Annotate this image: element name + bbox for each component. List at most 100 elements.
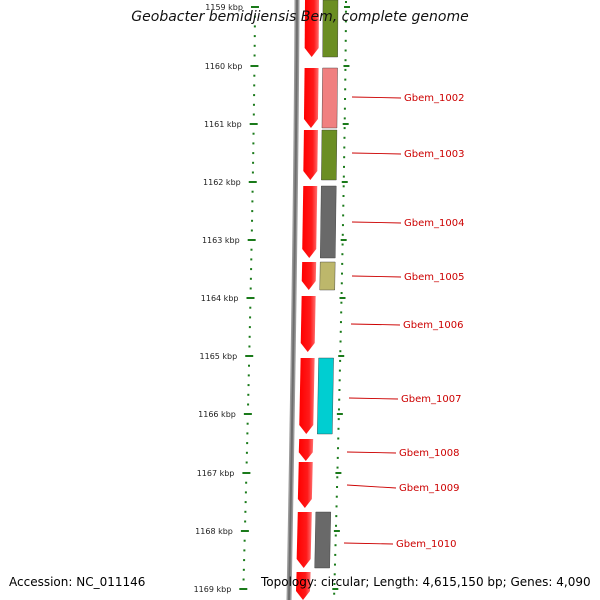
gene-arrow	[298, 439, 314, 461]
outer-ruler-dot	[343, 136, 346, 139]
ruler-minor-tick	[250, 229, 253, 232]
outer-ruler-dot	[343, 146, 346, 149]
outer-ruler-dot	[341, 233, 344, 236]
ruler-minor-tick	[245, 451, 248, 454]
outer-ruler-dot	[335, 524, 338, 527]
ruler-minor-tick	[248, 364, 251, 367]
gene-arrow	[303, 68, 319, 128]
ruler-minor-tick	[253, 25, 256, 28]
outer-ruler-dot	[337, 447, 340, 450]
gene-arrow	[301, 262, 317, 290]
outer-ruler-dot	[337, 437, 340, 440]
gene-label: Gbem_1010	[396, 539, 456, 550]
outer-ruler-dot	[338, 369, 341, 372]
outer-ruler-dot	[339, 321, 342, 324]
outer-ruler-dot	[342, 185, 345, 188]
outer-ruler-dot	[343, 156, 346, 159]
ruler-minor-tick	[245, 481, 248, 484]
ruler-minor-tick	[252, 142, 255, 145]
leader-line	[350, 323, 401, 326]
outer-ruler-dot	[340, 301, 343, 304]
outer-ruler-dot	[344, 88, 347, 91]
ruler-minor-tick	[251, 171, 254, 174]
outer-ruler-dot	[343, 117, 346, 120]
ruler-minor-tick	[242, 568, 245, 571]
outer-ruler-dot	[336, 486, 339, 488]
ruler-minor-tick	[246, 432, 249, 435]
gene-arrow	[296, 572, 311, 600]
outer-ruler-dot	[335, 515, 338, 518]
gene-arrow	[299, 358, 315, 434]
gene-arrow	[302, 186, 318, 258]
outer-ruler-dot	[333, 583, 336, 585]
ruler-label: 1163 kbp	[202, 236, 240, 245]
gene-labels: Gbem_1002 Gbem_1003 Gbem_1004 Gbem_1005 Gbem…	[343, 93, 464, 550]
ruler-minor-tick	[244, 501, 247, 504]
feature-block	[319, 261, 336, 291]
outer-ruler-dot	[342, 204, 345, 207]
outer-ruler-dot	[334, 553, 337, 556]
topology-text: Topology: circular; Length: 4,615,150 bp…	[261, 575, 591, 589]
ruler-minor-tick	[249, 306, 252, 309]
ruler-minor-tick	[246, 442, 249, 445]
leader-line	[343, 542, 394, 545]
feature-block	[321, 129, 338, 181]
outer-ruler-dot	[343, 127, 346, 130]
ruler-label: 1161 kbp	[204, 120, 242, 129]
outer-ruler-dot	[341, 262, 344, 265]
outer-ruler-dot	[344, 98, 347, 100]
outer-ruler-dot	[336, 466, 339, 469]
ruler-minor-tick	[250, 258, 253, 261]
ruler-minor-tick	[243, 539, 246, 542]
outer-ruler-dot	[333, 592, 336, 595]
ruler-minor-tick	[253, 44, 256, 47]
outer-ruler-dot	[342, 175, 345, 178]
outer-ruler-dot	[341, 224, 344, 227]
feature-track	[314, 0, 339, 569]
outer-ruler-dot	[338, 398, 341, 401]
outer-ruler-dot	[336, 476, 339, 479]
outer-ruler-dot	[344, 59, 347, 62]
ruler-minor-tick	[253, 35, 256, 38]
outer-ruler-dot	[340, 311, 343, 314]
ruler-minor-tick	[244, 520, 247, 523]
outer-ruler-dot	[335, 505, 338, 508]
feature-block	[322, 0, 339, 58]
outer-ruler-dot	[344, 49, 347, 52]
outer-ruler-dot	[333, 563, 336, 566]
ruler-minor-tick	[248, 345, 251, 348]
gene-arrow	[297, 462, 313, 508]
ruler: 1159 kbp 1160 kbp 1161 kbp 1162 kbp 1163 kbp…	[194, 1, 350, 595]
outer-ruler-dot	[344, 78, 347, 81]
backbone-line-core	[288, 0, 298, 600]
gene-label: Gbem_1009	[399, 483, 459, 494]
ruler-minor-tick	[247, 384, 250, 387]
ruler-minor-tick	[249, 287, 252, 290]
ruler-minor-tick	[252, 103, 255, 106]
outer-ruler-dot	[339, 350, 342, 353]
ruler-minor-tick	[251, 210, 254, 213]
outer-ruler-dot	[334, 544, 337, 547]
gene-arrow	[303, 130, 318, 180]
ruler-minor-tick	[244, 491, 247, 494]
ruler-minor-tick	[251, 190, 254, 193]
ruler-minor-tick	[253, 84, 256, 87]
feature-block	[321, 67, 338, 129]
genome-title: Geobacter bemidjiensis Bem, complete gen…	[131, 9, 469, 25]
outer-ruler-dot	[344, 20, 347, 23]
leader-line	[346, 484, 397, 489]
ruler-minor-tick	[248, 326, 251, 329]
ruler-label: 1169 kbp	[194, 585, 232, 594]
backbone	[286, 0, 300, 600]
outer-ruler-dot	[334, 534, 337, 537]
ruler-minor-tick	[253, 54, 256, 57]
ruler-minor-tick	[244, 510, 247, 513]
ruler-label: 1162 kbp	[203, 178, 241, 187]
ruler-label: 1166 kbp	[198, 410, 236, 419]
ruler-label: 1167 kbp	[197, 469, 235, 478]
ruler-minor-tick	[251, 219, 254, 222]
outer-ruler-dot	[340, 292, 343, 294]
outer-ruler-dot	[338, 379, 341, 382]
ruler-minor-tick	[250, 268, 253, 271]
